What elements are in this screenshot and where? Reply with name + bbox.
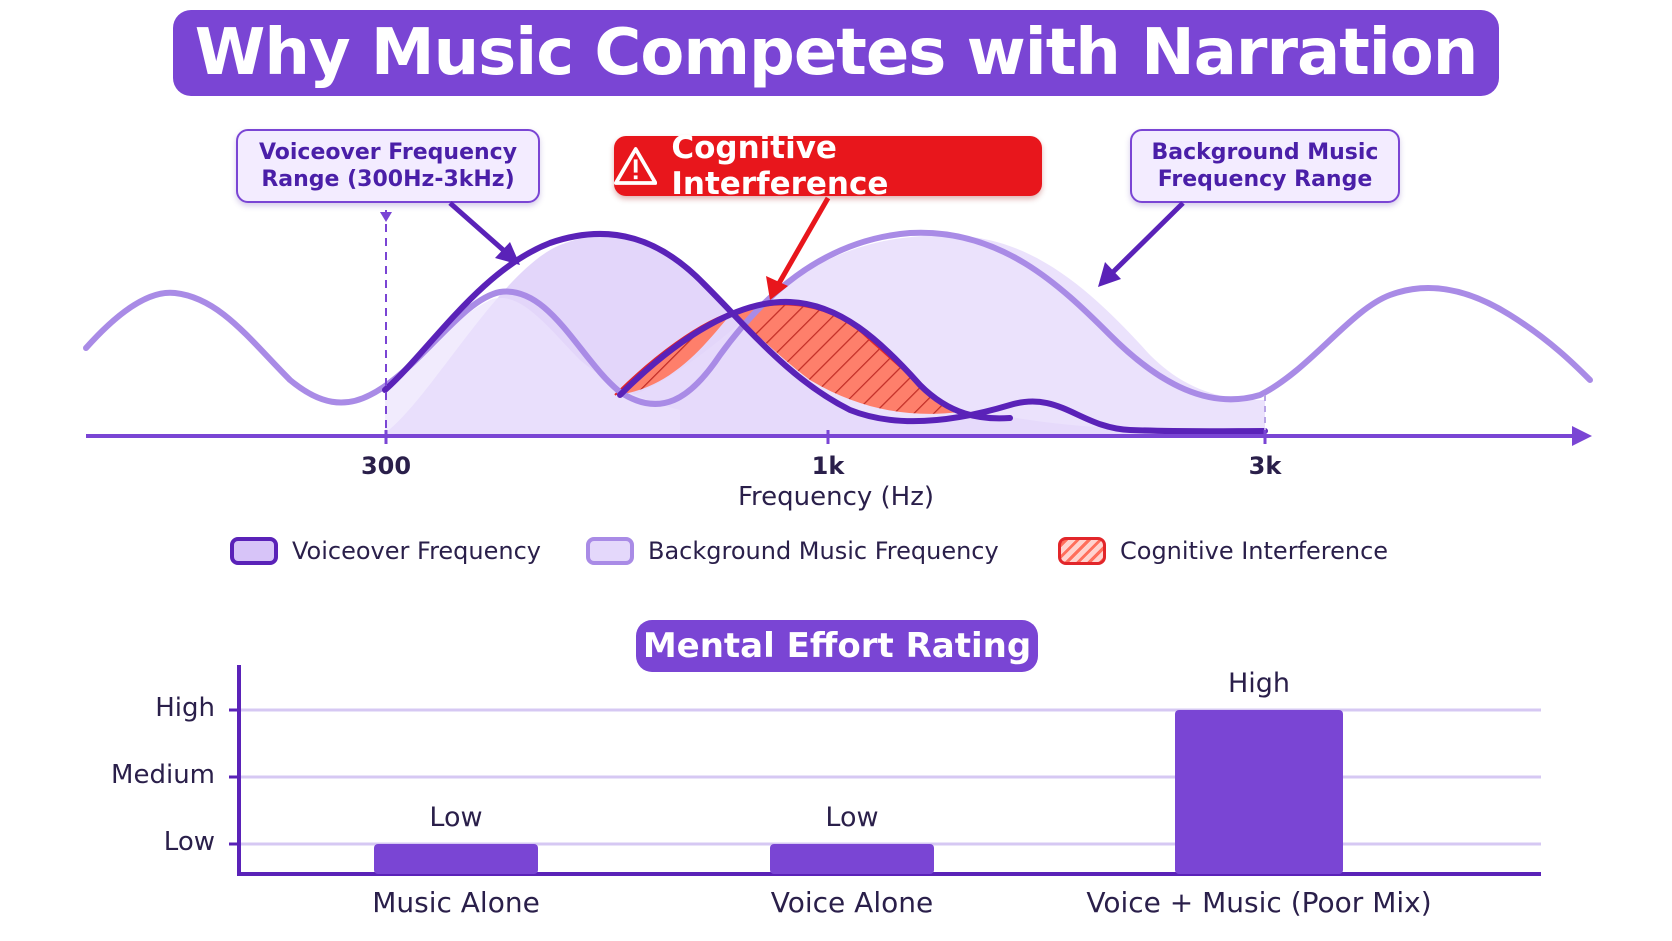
music-pointer-head (1098, 262, 1121, 287)
interference-pointer (775, 196, 831, 287)
y-label-low: Low (163, 827, 215, 857)
page-title: Why Music Competes with Narration (194, 16, 1478, 90)
voice-pointer (448, 201, 512, 258)
y-label-medium: Medium (111, 760, 215, 790)
bar-0 (374, 844, 538, 874)
bar-2 (1175, 710, 1343, 874)
legend-item-voiceover: Voiceover Frequency (230, 537, 541, 565)
warning-icon (614, 147, 658, 185)
effort-chart-title: Mental Effort Rating (636, 620, 1038, 672)
effort-bars (374, 710, 1343, 874)
legend-label-music: Background Music Frequency (648, 537, 999, 565)
music-callout-line-2: Frequency Range (1157, 167, 1373, 192)
voiceover-curve-peak (617, 298, 1013, 422)
legend-item-music: Background Music Frequency (586, 537, 999, 565)
voice-pointer-head (495, 242, 520, 265)
marker-300hz-arrow (380, 212, 392, 222)
music-area-left (385, 297, 680, 434)
effort-grid (229, 708, 1541, 846)
bar-value-label-1: Low (825, 802, 879, 833)
legend-item-interference: Cognitive Interference (1058, 537, 1388, 565)
legend-swatch-voiceover (230, 537, 278, 565)
frequency-axis-title: Frequency (Hz) (737, 482, 935, 512)
legend-swatch-music (586, 537, 634, 565)
bar-value-label-0: Low (429, 802, 483, 833)
effort-chart-title-text: Mental Effort Rating (642, 626, 1032, 666)
legend-label-voiceover: Voiceover Frequency (292, 537, 541, 565)
title-banner: Why Music Competes with Narration (173, 10, 1499, 96)
legend-swatch-interference (1058, 537, 1106, 565)
voiceover-callout-line-1: Voiceover Frequency (258, 140, 518, 165)
music-pointer (1108, 201, 1185, 277)
tick-label-1k: 1k (811, 452, 845, 480)
y-label-high: High (155, 693, 215, 723)
voiceover-callout-line-2: Range (300Hz-3kHz) (261, 167, 515, 192)
bar-value-label-2: High (1227, 668, 1291, 699)
category-label-0: Music Alone (372, 886, 540, 919)
voiceover-range-callout: Voiceover Frequency Range (300Hz-3kHz) (236, 129, 540, 203)
category-label-2: Voice + Music (Poor Mix) (1086, 886, 1432, 919)
music-callout-line-1: Background Music (1151, 140, 1379, 165)
music-range-callout: Background Music Frequency Range (1130, 129, 1400, 203)
music-area-right (620, 235, 1265, 434)
frequency-axis-arrow (1572, 426, 1592, 446)
music-curve (83, 229, 1593, 407)
cognitive-interference-callout: Cognitive Interference (614, 130, 1042, 202)
tick-label-3k: 3k (1248, 452, 1282, 480)
voiceover-curve (382, 230, 1268, 435)
legend: Voiceover Frequency Background Music Fre… (0, 537, 1672, 573)
category-label-1: Voice Alone (770, 886, 934, 919)
interference-callout-text: Cognitive Interference (671, 130, 889, 202)
legend-label-interference: Cognitive Interference (1120, 537, 1389, 565)
tick-label-300: 300 (360, 452, 412, 480)
bar-1 (770, 844, 934, 874)
interference-pointer-head (766, 276, 788, 300)
